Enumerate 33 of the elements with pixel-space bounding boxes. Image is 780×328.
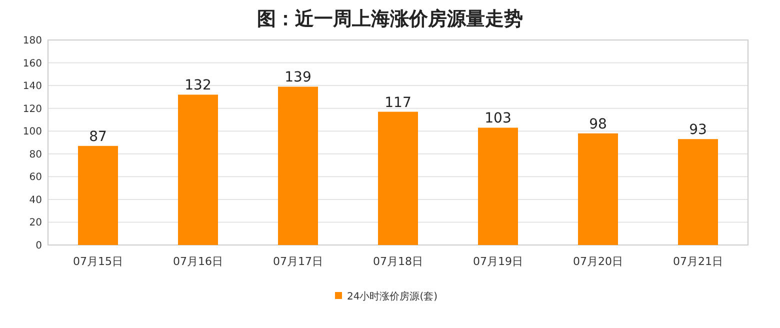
- x-tick-label: 07月18日: [373, 255, 423, 268]
- data-label: 93: [689, 122, 707, 138]
- data-label: 87: [89, 128, 107, 145]
- bar: [578, 133, 618, 245]
- y-tick-label: 80: [29, 149, 42, 160]
- y-tick-label: 20: [29, 218, 42, 229]
- y-tick-label: 180: [22, 36, 42, 46]
- x-tick-label: 07月16日: [173, 255, 223, 268]
- data-label: 103: [484, 110, 512, 127]
- bar: [278, 86, 318, 245]
- x-tick-label: 07月20日: [573, 255, 623, 268]
- bar: [178, 94, 218, 245]
- data-label: 117: [384, 94, 412, 111]
- y-tick-label: 160: [22, 58, 42, 70]
- y-tick-label: 40: [29, 194, 42, 206]
- x-tick-label: 07月19日: [473, 255, 523, 268]
- bar: [678, 139, 718, 245]
- data-label: 98: [589, 116, 607, 132]
- y-tick-label: 60: [29, 172, 42, 184]
- y-tick-label: 140: [22, 81, 42, 92]
- x-tick-label: 07月15日: [73, 255, 123, 268]
- bar: [78, 146, 118, 245]
- bar: [478, 128, 518, 245]
- y-tick-label: 120: [22, 104, 42, 115]
- chart-title: 图：近一周上海涨价房源量走势: [257, 8, 523, 30]
- data-label: 139: [284, 70, 312, 86]
- data-label: 132: [184, 78, 212, 94]
- x-tick-label: 07月17日: [273, 255, 323, 268]
- bar: [378, 112, 418, 245]
- legend-label: 24小时涨价房源(套): [347, 290, 438, 302]
- x-tick-label: 07月21日: [673, 255, 723, 268]
- y-tick-label: 100: [22, 126, 42, 138]
- y-tick-label: 0: [36, 240, 42, 252]
